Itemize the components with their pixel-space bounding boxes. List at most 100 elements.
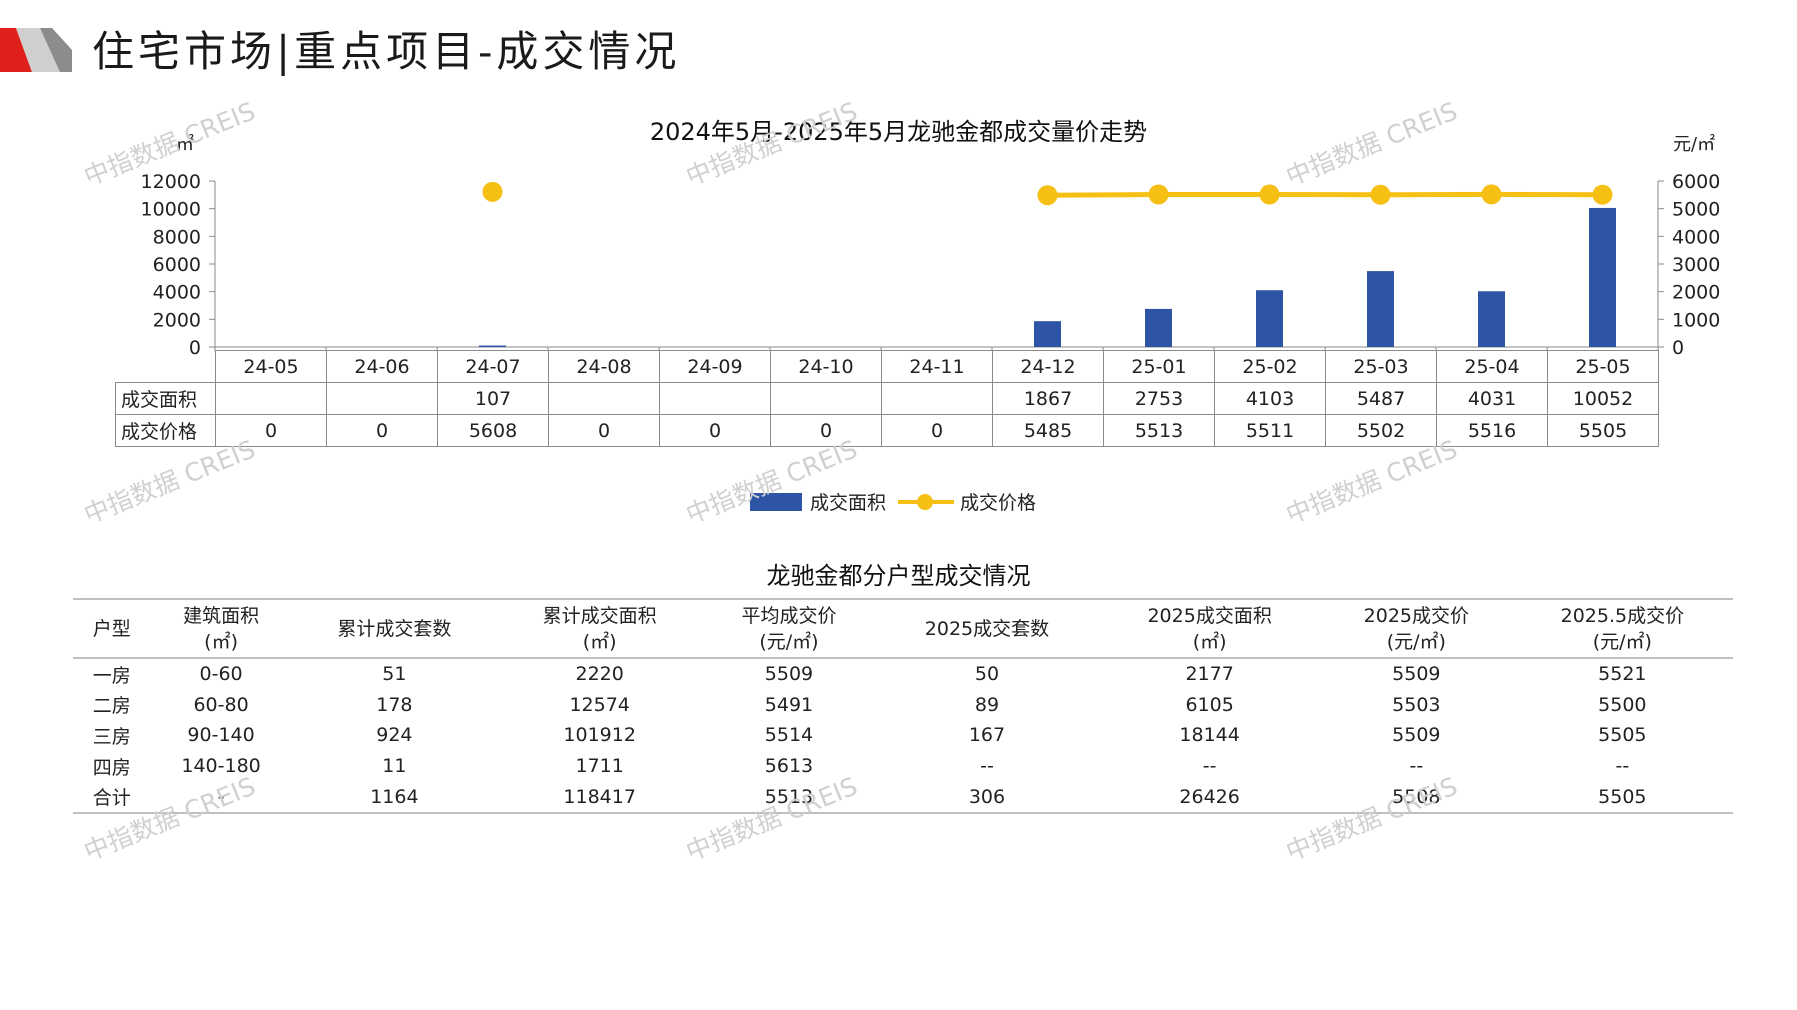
- table-row: 三房 90-140 924 101912 5514 167 18144 5509 5505: [73, 720, 1733, 751]
- left-tick-label: 2000: [153, 309, 201, 331]
- table-cell: 5505: [1598, 724, 1647, 747]
- table-cell: 二房: [92, 695, 131, 718]
- x-tick-label: 24-08: [548, 350, 660, 383]
- area-cell: 1867: [992, 382, 1104, 415]
- header-cell: 户型: [73, 598, 151, 659]
- table-cell: 5509: [764, 663, 814, 686]
- left-tick-label: 10000: [141, 199, 201, 221]
- table-row: 合计 -1164 118417 5513 306 26426 5508 5505: [73, 781, 1733, 814]
- price-point: [1259, 184, 1280, 205]
- area-cell: [326, 382, 438, 415]
- area-cell: [215, 382, 327, 415]
- right-axis-unit: 元/㎡: [1673, 134, 1716, 155]
- price-cell: 0: [215, 414, 327, 447]
- price-row: 成交价格 0 0 5608 0 0 0 0 5485 5513 5511 5502 5516 5505: [115, 414, 1659, 447]
- x-tick-label: 25-01: [1103, 350, 1215, 383]
- table-cell: 89: [974, 693, 1000, 716]
- table-cell: 140-180: [181, 755, 261, 778]
- chart-plot: 12000 10000 8000 6000 4000 2000 0 6000 5000 4000 3…: [141, 171, 1721, 359]
- area-row: 成交面积 107 1867 2753 4103 5487 4031 10052: [115, 382, 1659, 415]
- price-point: [1148, 184, 1169, 205]
- table-cell: 101912: [563, 724, 636, 747]
- table-cell: 178: [376, 693, 413, 716]
- area-bar: [1367, 271, 1394, 347]
- table-cell: 合计: [73, 781, 151, 814]
- table-cell: 12574: [569, 693, 630, 716]
- table-cell: 2177: [1185, 663, 1234, 686]
- price-cell: 0: [548, 414, 660, 447]
- table-header-row: 户型 建筑面积 (㎡) 累计成交套数 累计成交面积 (㎡) 平均成交价 (元/㎡) 2…: [73, 598, 1733, 659]
- left-tick-label: 8000: [153, 226, 201, 248]
- price-cell: 5516: [1436, 414, 1548, 447]
- table-cell: 四房: [92, 756, 131, 779]
- table-cell: 167: [968, 724, 1006, 747]
- area-cell: 2753: [1103, 382, 1215, 415]
- page-title: 住宅市场|重点项目-成交情况: [92, 27, 681, 76]
- table-cell: 5521: [1598, 663, 1647, 686]
- table-cell: 51: [382, 663, 407, 686]
- left-axis-unit: ㎡: [176, 134, 194, 155]
- table-cell: 5500: [1598, 693, 1647, 716]
- price-point: [1481, 184, 1502, 205]
- header-cell: 累计成交面积 (㎡): [497, 598, 703, 659]
- category-row: 24-05 24-06 24-07 24-08 24-09 24-10 24-11 24-12…: [115, 350, 1659, 383]
- table-cell: 5514: [764, 724, 814, 747]
- right-tick-label: 3000: [1672, 254, 1720, 276]
- table-row: 一房 0-60 51 2220 5509 50 2177 5509 5521: [73, 658, 1733, 690]
- table-cell: 26426: [1098, 781, 1321, 814]
- x-tick-label: 25-03: [1325, 350, 1437, 383]
- area-bar: [1256, 290, 1283, 347]
- table-cell: 5503: [1392, 693, 1441, 716]
- table-cell: 5508: [1321, 781, 1512, 814]
- chart-data-table: 24-05 24-06 24-07 24-08 24-09 24-10 24-11 24-12…: [115, 350, 1659, 447]
- brand-logo: [0, 28, 72, 72]
- left-tick-label: 12000: [141, 171, 201, 193]
- price-cell: 5511: [1214, 414, 1326, 447]
- table-cell: 5491: [764, 693, 814, 716]
- header-cell: 2025成交面积 (㎡): [1098, 598, 1321, 659]
- table-cell: 306: [875, 781, 1099, 814]
- table-row: 二房 60-80 178 12574 5491 89 6105 5503 5500: [73, 690, 1733, 721]
- area-cell: 4103: [1214, 382, 1326, 415]
- area-cell: 4031: [1436, 382, 1548, 415]
- table-cell: 924: [376, 724, 413, 747]
- x-tick-label: 24-10: [770, 350, 882, 383]
- price-cell: 0: [770, 414, 882, 447]
- table-cell: 6105: [1185, 693, 1234, 716]
- price-line: [1047, 191, 1603, 198]
- x-tick-label: 25-05: [1547, 350, 1659, 383]
- price-cell: 0: [659, 414, 771, 447]
- x-tick-label: 25-04: [1436, 350, 1548, 383]
- table-cell: 18144: [1179, 724, 1240, 747]
- x-tick-label: 24-11: [881, 350, 993, 383]
- area-bar: [1145, 308, 1172, 347]
- header-cell: 建筑面积 (㎡): [150, 598, 292, 659]
- price-cell: 5485: [992, 414, 1104, 447]
- table-cell: 5509: [1392, 724, 1441, 747]
- logo-red-shape: [0, 28, 32, 72]
- area-cell: [548, 382, 660, 415]
- table-title: 龙驰金都分户型成交情况: [766, 562, 1031, 590]
- x-tick-label: 24-09: [659, 350, 771, 383]
- legend-area-label: 成交面积: [810, 492, 887, 514]
- header-cell: 2025成交价 (元/㎡): [1321, 598, 1512, 659]
- x-tick-label: 25-02: [1214, 350, 1326, 383]
- left-tick-label: 4000: [153, 282, 201, 304]
- table-cell: 5513: [702, 781, 876, 814]
- right-tick-label: 2000: [1672, 282, 1720, 304]
- price-cell: 0: [881, 414, 993, 447]
- header-cell: 2025.5成交价 (元/㎡): [1511, 598, 1733, 659]
- right-tick-label: 4000: [1672, 226, 1720, 248]
- category-row-header: [115, 350, 216, 383]
- table-cell: 5509: [1392, 663, 1441, 686]
- price-cell: 0: [326, 414, 438, 447]
- x-tick-label: 24-06: [326, 350, 438, 383]
- price-cell: 5513: [1103, 414, 1215, 447]
- table-cell: 50: [974, 663, 1000, 686]
- x-tick-label: 24-07: [437, 350, 549, 383]
- table-cell: 5505: [1511, 781, 1733, 814]
- table-cell: 5613: [764, 755, 814, 778]
- price-cell: 5505: [1547, 414, 1659, 447]
- table-cell: --: [1615, 755, 1630, 778]
- table-cell: 1164: [291, 781, 498, 814]
